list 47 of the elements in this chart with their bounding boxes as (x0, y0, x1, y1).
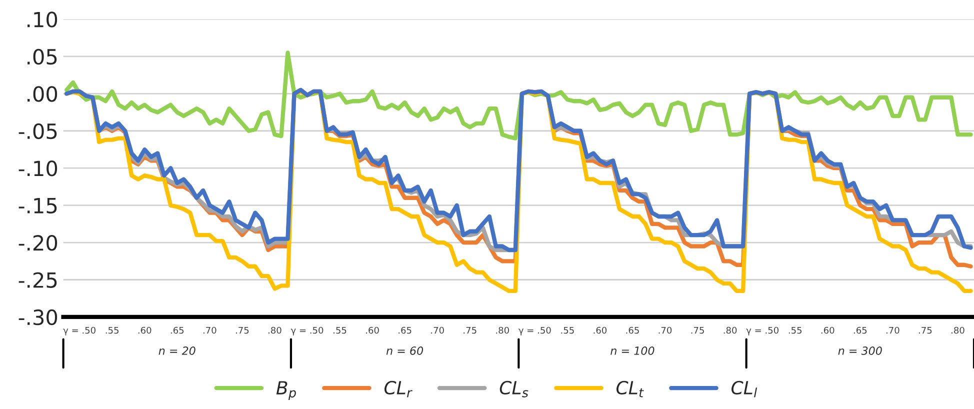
x-tick-label: .75 (464, 326, 476, 334)
y-tick-label: -.15 (18, 198, 57, 214)
text: n = 300 (838, 346, 882, 355)
legend-label: CL$_{s}$ (500, 380, 528, 398)
x-tick-label: γ = .50 (63, 326, 96, 336)
x-tick-label: .80 (496, 326, 509, 334)
y-tick-label: -.30 (18, 309, 58, 326)
y-tick-label: -.05 (18, 123, 57, 140)
y-tick-label: -.20 (18, 234, 58, 251)
legend-label: B$_{p}$ (276, 381, 296, 400)
text: n = 20 (158, 346, 196, 355)
x-tick-label: .65 (398, 326, 412, 334)
x-tick-label: .60 (821, 326, 834, 334)
legend-label: CL$_{t}$ (616, 380, 644, 398)
x-tick-label: .55 (334, 326, 346, 334)
legend-label: CL$_{l}$ (732, 380, 758, 398)
y-tick-label: -.10 (18, 160, 58, 176)
y-tick-label: .10 (28, 12, 58, 28)
x-tick-label: .70 (658, 326, 672, 334)
x-tick-label: .75 (236, 326, 249, 334)
y-tick-label: .00 (28, 86, 58, 102)
x-tick-label: γ = .50 (518, 326, 551, 336)
legend-label: CL$_{r}$ (384, 380, 412, 398)
x-tick-label: .75 (919, 326, 932, 334)
x-tick-label: .75 (691, 326, 704, 334)
x-tick-label: .60 (138, 326, 152, 334)
x-tick-label: .60 (366, 326, 379, 334)
x-tick-label: .65 (626, 326, 639, 334)
x-tick-label: .70 (431, 326, 444, 334)
x-tick-label: .65 (854, 326, 867, 334)
x-tick-label: .60 (594, 326, 607, 334)
x-tick-label: γ = .50 (746, 326, 778, 336)
x-tick-label: .80 (724, 326, 737, 334)
x-tick-label: .70 (886, 326, 900, 334)
x-tick-label: .65 (170, 326, 184, 334)
x-tick-label: .80 (952, 326, 964, 334)
x-tick-label: .55 (106, 326, 118, 334)
line-series (64, 50, 973, 140)
y-tick-label: -.25 (18, 272, 57, 288)
x-tick-label: .55 (561, 326, 574, 334)
x-tick-label: .80 (268, 326, 282, 334)
x-tick-label: γ = .50 (290, 326, 324, 336)
y-tick-label: .05 (28, 48, 57, 65)
text: n = 100 (610, 346, 654, 355)
x-tick-label: .70 (203, 326, 216, 334)
text: n = 60 (386, 346, 424, 355)
x-tick-label: .55 (788, 326, 802, 334)
